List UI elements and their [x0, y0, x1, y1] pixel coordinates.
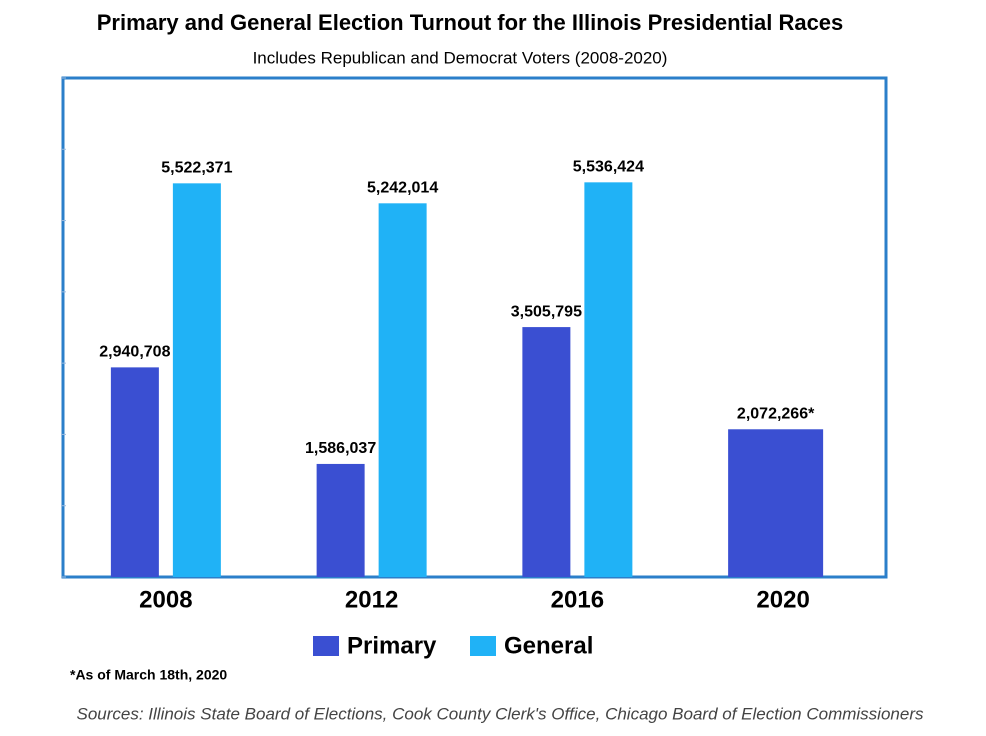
value-label: 2,072,266*	[737, 405, 815, 422]
legend-swatch	[470, 636, 496, 656]
legend-label: General	[504, 632, 593, 659]
bar	[172, 183, 221, 577]
value-label: 5,242,014	[367, 180, 438, 197]
value-label: 1,586,037	[305, 440, 376, 457]
value-label: 5,536,424	[573, 159, 644, 176]
footnote: *As of March 18th, 2020	[70, 667, 227, 683]
bar	[728, 429, 824, 577]
x-tick-label: 2008	[139, 586, 192, 613]
value-label: 5,522,371	[161, 160, 232, 177]
x-tick-label: 2012	[345, 586, 398, 613]
bar	[316, 463, 365, 577]
bar	[522, 327, 571, 577]
bar	[584, 182, 633, 577]
chart-title: Primary and General Election Turnout for…	[97, 10, 844, 35]
chart-subtitle: Includes Republican and Democrat Voters …	[253, 48, 668, 67]
x-tick-label: 2020	[756, 586, 809, 613]
legend-swatch	[313, 636, 339, 656]
x-tick-label: 2016	[551, 586, 604, 613]
value-label: 2,940,708	[99, 344, 170, 361]
source: Sources: Illinois State Board of Electio…	[76, 704, 924, 723]
bar	[378, 203, 427, 578]
value-label: 3,505,795	[511, 303, 582, 320]
plot-frame	[61, 76, 888, 579]
legend-label: Primary	[347, 632, 437, 659]
bar	[110, 367, 159, 577]
